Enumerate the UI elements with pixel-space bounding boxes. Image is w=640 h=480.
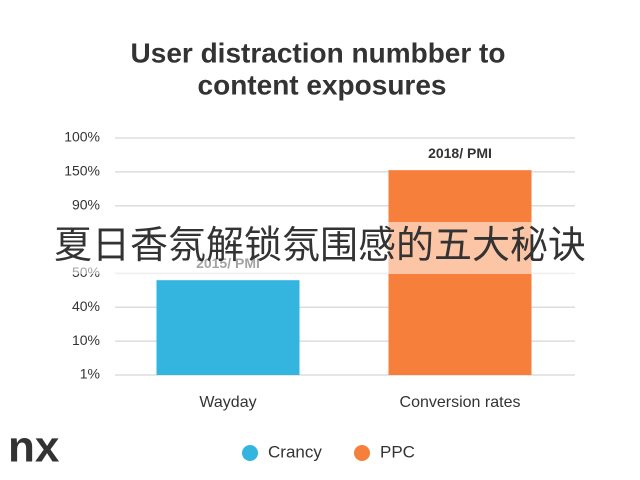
y-tick-label: 40% [72, 298, 100, 314]
logo: nx [8, 423, 60, 472]
legend-label: Crancy [268, 442, 322, 461]
chart-title: content exposures [198, 69, 447, 100]
x-tick-label: Wayday [199, 394, 256, 411]
y-tick-label: 10% [72, 332, 100, 348]
annotation: 2018/ PMI [428, 145, 492, 161]
chart-title: User distraction numbber to [131, 37, 506, 68]
overlay-band [0, 222, 640, 274]
y-tick-label: 150% [64, 163, 100, 179]
y-tick-label: 100% [64, 129, 100, 145]
legend-swatch [354, 445, 370, 461]
bar [156, 280, 300, 375]
overlay-text: 夏日香氛解锁氛围感的五大秘诀 [54, 225, 586, 267]
y-tick-label: 1% [80, 366, 100, 382]
x-tick-label: Conversion rates [400, 394, 521, 411]
legend-swatch [242, 445, 258, 461]
legend-label: PPC [380, 442, 415, 461]
y-tick-label: 90% [72, 196, 100, 212]
